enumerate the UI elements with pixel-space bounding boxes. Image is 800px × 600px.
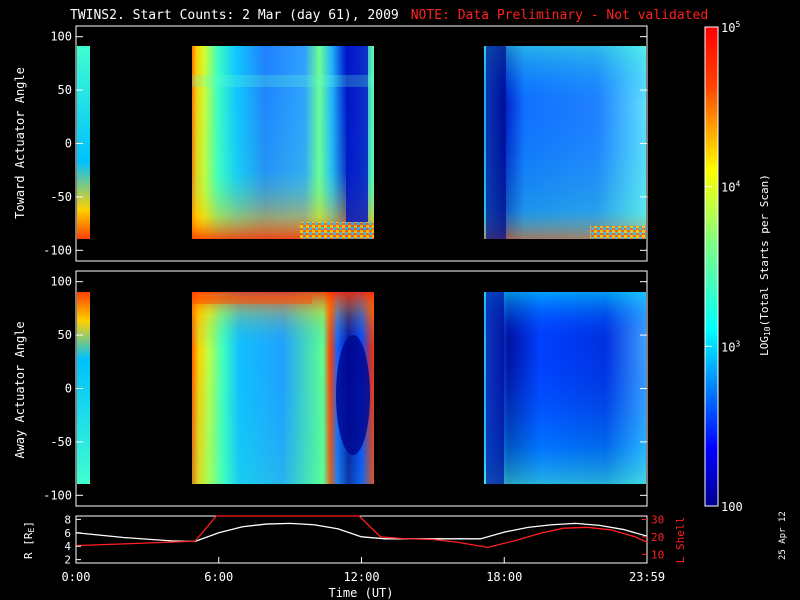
- colorbar-scale: [704, 26, 719, 507]
- away-heatmap-block-1: [77, 292, 90, 484]
- toward-ytick-label: 0: [65, 137, 72, 151]
- time-xtick-label: 18:00: [486, 570, 522, 584]
- colorbar-ticks: 105 104 103 100: [705, 20, 743, 514]
- away-y-ticks: 100 50 0 -50 -100: [43, 275, 647, 502]
- lshell-y-label: L Shell: [674, 517, 687, 563]
- radius-ytick-label: 8: [64, 513, 71, 526]
- radius-ytick-label: 6: [64, 527, 71, 540]
- toward-ytick-label: -100: [43, 243, 72, 257]
- lshell-y-ticks: 10 20 30: [642, 513, 664, 561]
- orbit-panel-frame: [75, 515, 648, 564]
- toward-y-ticks: 100 50 0 -50 -100: [43, 30, 647, 257]
- lshell-ytick-label: 10: [651, 548, 664, 561]
- colorbar-tick-label: 103: [721, 339, 740, 354]
- toward-y-label: Toward Actuator Angle: [13, 67, 27, 219]
- toward-heatmap-block-1: [77, 46, 90, 239]
- away-ytick-label: 50: [58, 328, 72, 342]
- radius-ytick-label: 2: [64, 554, 71, 567]
- time-xtick-label: 23:59: [629, 570, 665, 584]
- toward-ytick-label: 100: [50, 30, 72, 44]
- lshell-ytick-label: 20: [651, 531, 664, 544]
- time-x-ticks: 0:00 6:00 12:00 18:00 23:59: [62, 557, 665, 584]
- away-panel: 100 50 0 -50 -100 Away Actuator Angle: [13, 270, 648, 507]
- away-ytick-label: -50: [50, 435, 72, 449]
- radius-y-label: R [RE]: [22, 521, 36, 559]
- time-xtick-label: 6:00: [204, 570, 233, 584]
- colorbar-label: LOG10(Total Starts per Scan): [758, 174, 772, 356]
- title-text: TWINS2. Start Counts: 2 Mar (day 61), 20…: [70, 8, 399, 23]
- toward-ytick-label: 50: [58, 83, 72, 97]
- away-ytick-label: 100: [50, 275, 72, 289]
- lshell-line: [75, 515, 648, 548]
- lshell-ytick-label: 30: [651, 513, 664, 526]
- chart-title: TWINS2. Start Counts: 2 Mar (day 61), 20…: [70, 8, 708, 23]
- away-y-label: Away Actuator Angle: [13, 321, 27, 458]
- colorbar-tick-label: 105: [721, 20, 740, 35]
- away-heatmap-block-3: [484, 292, 646, 484]
- toward-heatmap-block-3: [484, 46, 646, 239]
- time-xtick-label: 12:00: [343, 570, 379, 584]
- radius-ytick-label: 4: [64, 540, 71, 553]
- colorbar-tick-label: 100: [721, 500, 743, 514]
- time-xtick-label: 0:00: [62, 570, 91, 584]
- toward-heatmap-block-2: [192, 46, 374, 239]
- preliminary-note: NOTE: Data Preliminary - Not validated: [410, 8, 709, 23]
- colorbar-tick-label: 104: [721, 180, 740, 195]
- colorbar: 105 104 103 100 LOG10(Total Starts per Scan…: [704, 20, 772, 514]
- x-axis-label: Time (UT): [328, 586, 393, 600]
- toward-ytick-label: -50: [50, 190, 72, 204]
- generation-date: 25 Apr 12: [778, 511, 788, 560]
- away-ytick-label: -100: [43, 488, 72, 502]
- radius-line: [75, 522, 648, 543]
- away-ytick-label: 0: [65, 382, 72, 396]
- away-heatmap-block-2: [192, 292, 374, 484]
- toward-panel: 100 50 0 -50 -100 Toward Actuator Angle: [13, 25, 648, 262]
